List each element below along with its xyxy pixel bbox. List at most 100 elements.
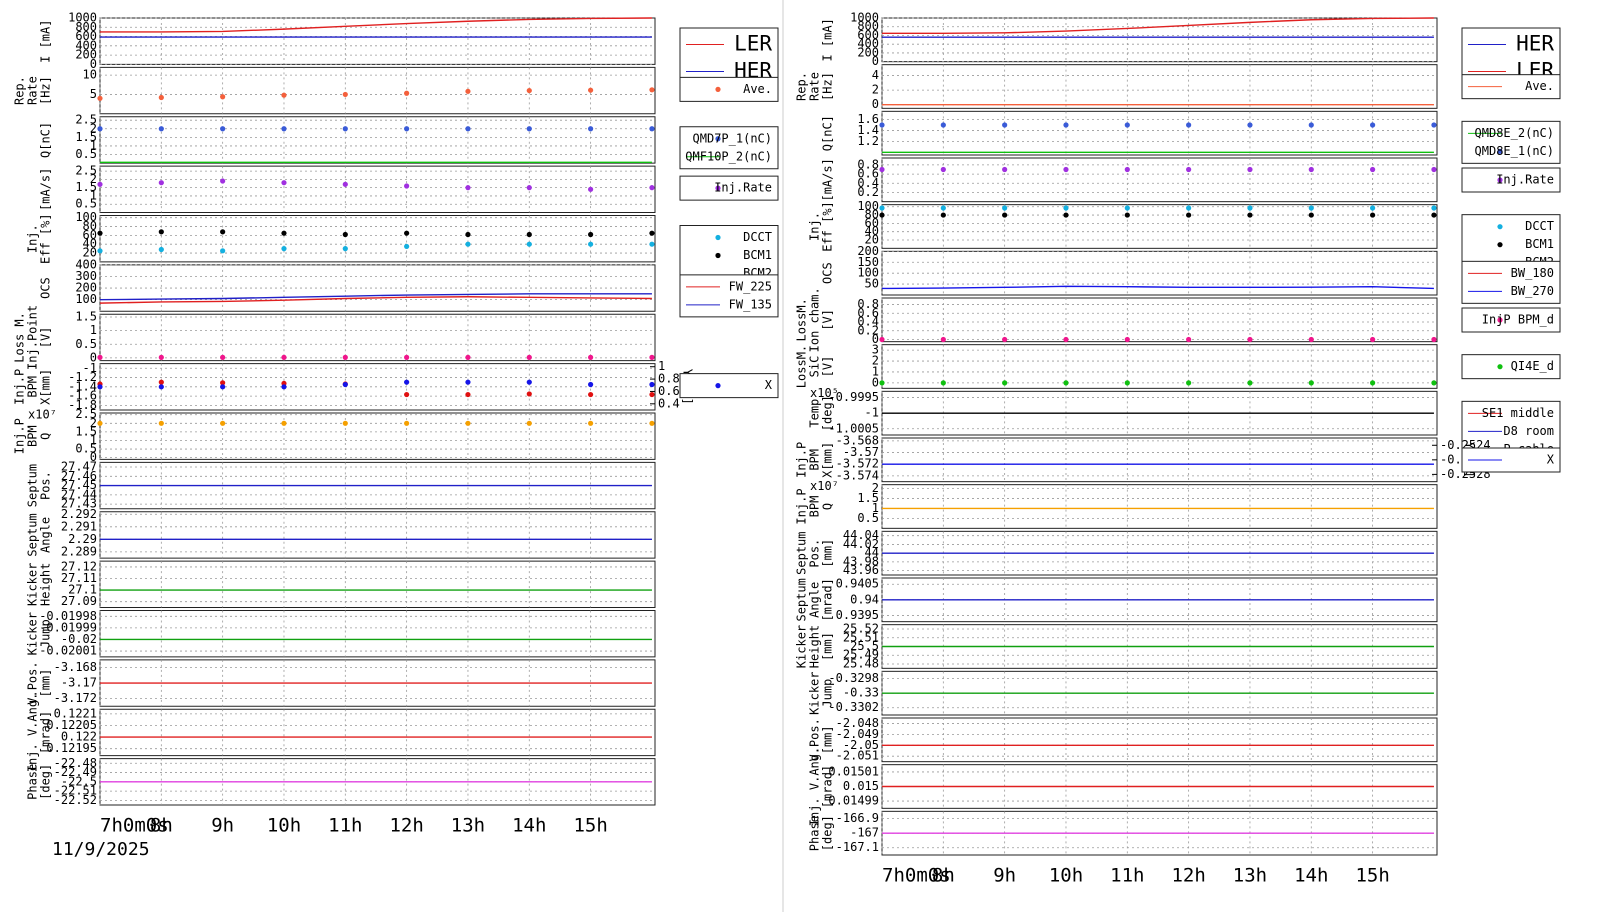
data-point [940, 212, 946, 218]
data-point [465, 241, 471, 247]
data-point [220, 354, 226, 360]
data-point [1308, 336, 1314, 343]
data-point [1308, 380, 1314, 386]
y-tick-label: -0.33 [843, 686, 879, 700]
data-point [1370, 205, 1376, 211]
scale-label: x10⁷ [28, 408, 57, 422]
y-tick-label: 1.4 [857, 123, 879, 137]
data-point [97, 384, 103, 390]
data-point [1002, 205, 1008, 211]
data-point [281, 354, 287, 360]
legend-box [679, 175, 779, 201]
y-tick-label: 27.43 [61, 497, 97, 511]
y-tick-label: 44.02 [843, 537, 879, 551]
y-tick-label: -22.51 [54, 784, 97, 798]
y-axis-label: X[mm] [39, 369, 53, 405]
y-tick-label: 1.5 [75, 180, 97, 194]
y-tick-label: 1.5 [75, 424, 97, 438]
y-axis-label: Kicker [808, 671, 822, 714]
legend-box [1461, 260, 1561, 304]
data-point [465, 354, 471, 360]
y-tick-label: 4 [872, 68, 879, 82]
y-axis-label: Angle [39, 517, 53, 553]
y-axis-label: [mm] [39, 669, 53, 698]
y-axis-label: BPM [26, 376, 40, 398]
data-point [465, 185, 471, 191]
y-tick-label: 25.52 [843, 622, 879, 636]
panel-frame [99, 511, 656, 559]
y-tick-label: 5 [90, 87, 97, 101]
y-axis-label: [V] [821, 356, 835, 378]
data-point [465, 379, 471, 385]
data-point [588, 186, 594, 192]
data-point [1124, 166, 1130, 173]
data-point [1308, 166, 1314, 173]
panel-frame [99, 165, 656, 213]
data-point [281, 420, 287, 426]
data-point [342, 231, 348, 238]
data-point [1002, 380, 1008, 386]
y-tick-label: 1.6 [857, 112, 879, 126]
y-tick-label: 27.12 [61, 559, 97, 573]
data-point [158, 379, 164, 385]
y-tick-label: 1000 [68, 11, 97, 25]
y-tick-label: 50 [865, 277, 879, 291]
legend-label: FW_225 [729, 279, 772, 293]
data-point [1247, 380, 1253, 386]
data-point [649, 230, 655, 236]
data-point [1370, 380, 1376, 386]
data-point [588, 391, 594, 398]
data-point [1247, 212, 1253, 218]
y-tick-label: -22.49 [54, 765, 97, 779]
y-tick-label: 0 [872, 375, 879, 389]
y-tick-label: 1.5 [75, 130, 97, 144]
y-tick-label: 0 [90, 450, 97, 464]
y-tick-label: 25.51 [843, 630, 879, 644]
y-tick-label: 200 [75, 48, 97, 62]
series-line [99, 296, 652, 304]
data-point [404, 354, 410, 360]
y-tick-label: -1.6 [68, 389, 97, 403]
y-tick-label: 0.12205 [46, 718, 97, 732]
data-point [281, 230, 287, 236]
data-point [158, 180, 164, 186]
y-axis-label: OCS [821, 262, 835, 284]
data-point [879, 336, 885, 343]
data-point [1063, 380, 1069, 386]
data-point [1431, 166, 1437, 173]
x-tick-label: 10h [267, 815, 301, 837]
data-point [1002, 336, 1008, 343]
y-axis-label: Eff [%] [39, 213, 53, 264]
y-tick-label: 2 [872, 354, 879, 368]
y-tick-label: 27.46 [61, 469, 97, 483]
data-point [879, 212, 885, 218]
data-point [281, 180, 287, 186]
data-point [220, 380, 226, 386]
y-tick-label: 0.6 [857, 167, 879, 181]
data-point [879, 380, 885, 386]
data-point [404, 90, 410, 96]
data-point [220, 248, 226, 254]
panel-frame [99, 17, 656, 65]
data-point [1431, 380, 1437, 386]
data-point [1124, 380, 1130, 386]
panel-frame [99, 610, 656, 658]
data-point [158, 354, 164, 360]
legend-marker [1497, 364, 1503, 370]
y-axis-label: Rep. [13, 76, 27, 105]
data-point [1002, 212, 1008, 218]
y-tick-label: -3.172 [54, 691, 97, 705]
y-tick-label: 0.9405 [836, 577, 879, 591]
y-tick-label: 1000 [850, 11, 879, 25]
y-tick-label: 25.5 [850, 639, 879, 653]
y-axis-label: SiC [808, 356, 822, 378]
data-point [588, 126, 594, 132]
x-tick-label: 14h [1294, 865, 1328, 887]
y-tick-label: 2.289 [61, 544, 97, 558]
y-tick-label: 0.2 [857, 323, 879, 337]
legend-marker [1497, 177, 1503, 183]
x-tick-label: 11h [1110, 865, 1144, 887]
y-tick-label: -1 [83, 361, 97, 375]
y-axis-label: Ion cham. [808, 287, 822, 352]
y-tick-label: 400 [857, 37, 879, 51]
